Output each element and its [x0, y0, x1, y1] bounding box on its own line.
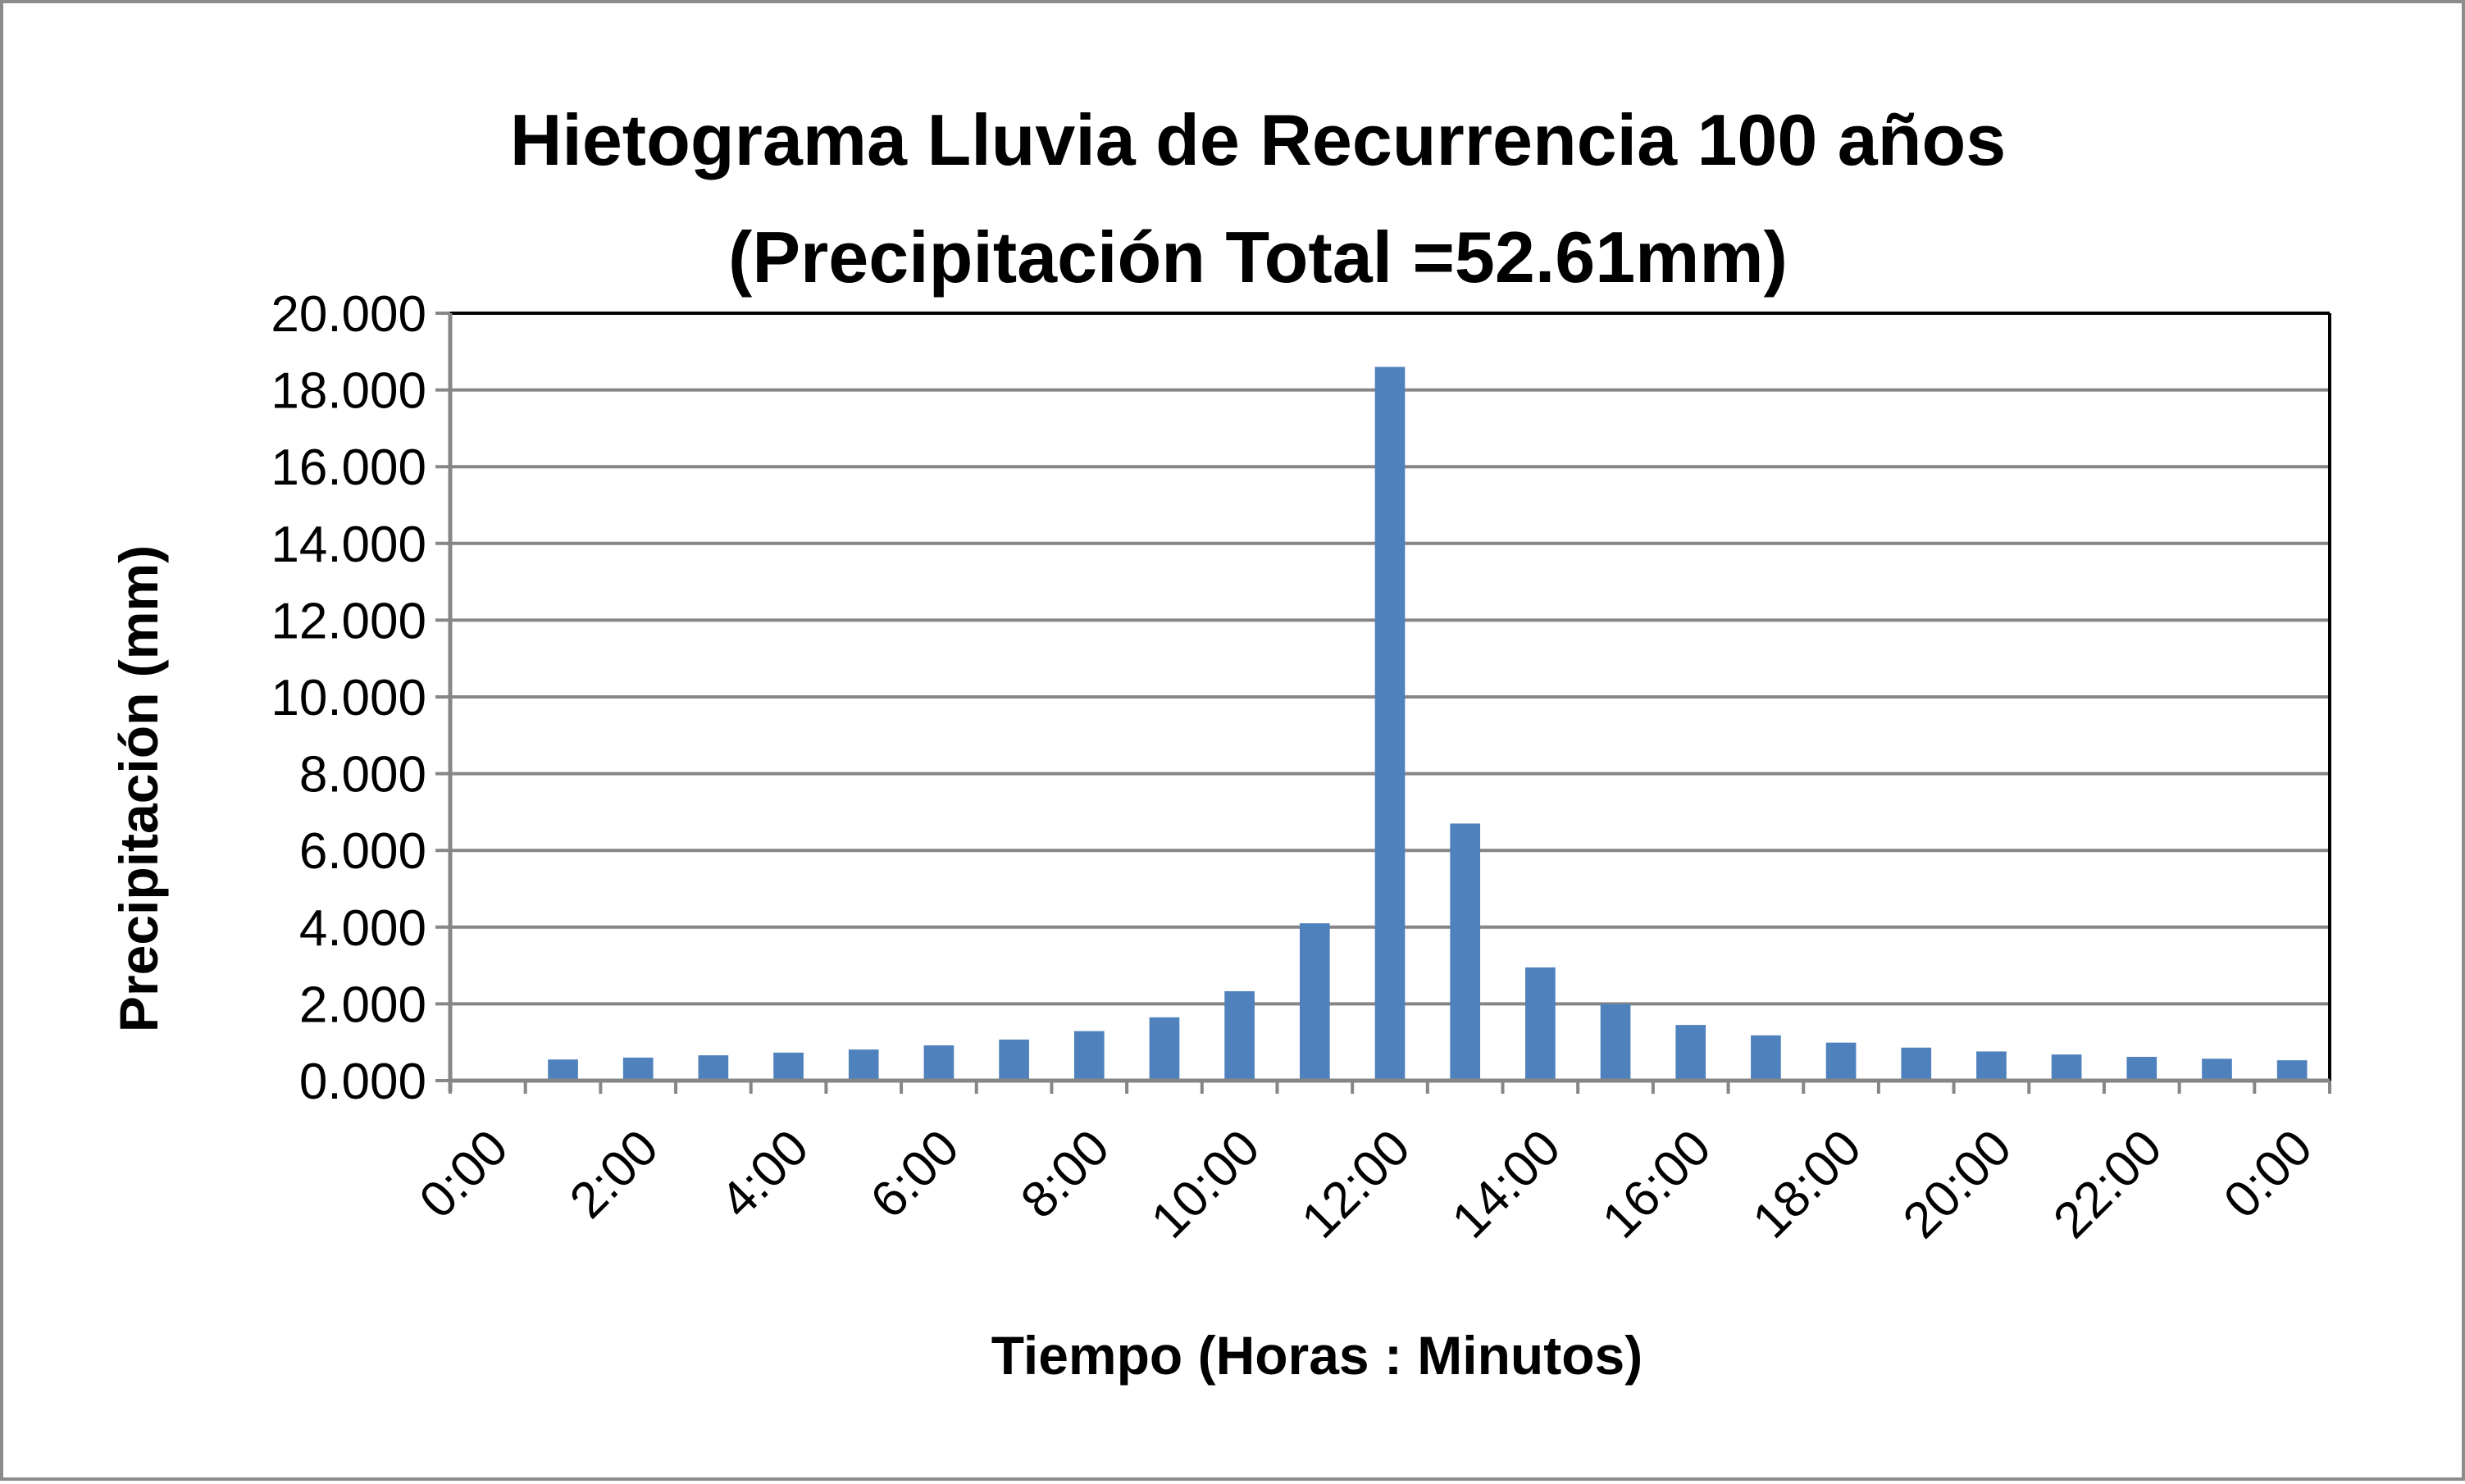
y-tick-label: 18.000	[271, 363, 426, 420]
x-tick-label: 6:00	[860, 1119, 970, 1229]
y-tick-label: 20.000	[271, 286, 426, 343]
y-tick-label: 10.000	[271, 670, 426, 726]
x-tick-label: 20:00	[1893, 1119, 2023, 1250]
x-tick-label: 10:00	[1141, 1119, 1271, 1250]
bar	[1149, 1017, 1180, 1081]
bar	[548, 1059, 578, 1081]
bar	[1299, 923, 1330, 1081]
bar	[1374, 366, 1406, 1081]
bar	[2051, 1054, 2082, 1081]
bar	[1976, 1051, 2007, 1081]
bar	[698, 1055, 729, 1081]
x-tick-label: 18:00	[1742, 1119, 1872, 1250]
x-axis-title: Tiempo (Horas : Minutos)	[991, 1325, 1643, 1386]
y-tick-label: 16.000	[271, 439, 426, 496]
y-tick-label: 12.000	[271, 593, 426, 649]
x-tick-label: 0:00	[2213, 1119, 2323, 1229]
y-tick-label: 2.000	[299, 976, 426, 1033]
bar	[848, 1049, 879, 1081]
x-tick-label: 4:00	[709, 1119, 819, 1229]
bar	[999, 1039, 1029, 1081]
bar	[2126, 1056, 2157, 1081]
bar	[1073, 1031, 1105, 1081]
x-tick-label: 8:00	[1010, 1119, 1120, 1229]
y-tick-label: 0.000	[299, 1054, 426, 1110]
bar	[773, 1052, 804, 1081]
y-axis-title: Precipitación (mm)	[108, 545, 169, 1032]
bar	[1751, 1035, 1781, 1081]
bar-series	[548, 366, 2308, 1081]
bar	[1600, 1004, 1631, 1081]
chart-title-line-2: (Precipitación Total =52.61mm)	[728, 216, 1788, 298]
y-tick-labels: 0.000 2.000 4.000 6.000 8.000 10.000 12.000 14.…	[271, 286, 426, 1110]
y-tick-label: 8.000	[299, 747, 426, 803]
y-tick-label: 6.000	[299, 823, 426, 880]
bar	[1825, 1042, 1857, 1081]
bar	[2276, 1060, 2308, 1081]
x-tick-label: 0:00	[409, 1119, 519, 1229]
x-tick-label: 14:00	[1442, 1119, 1572, 1250]
bar	[1525, 967, 1556, 1081]
bar	[1224, 990, 1255, 1081]
x-tick-label: 2:00	[559, 1119, 669, 1229]
bar	[923, 1045, 955, 1081]
x-tick-labels: 0:00 2:00 4:00 6:00 8:00 10:00 12:00 14:00 16:00…	[409, 1119, 2323, 1250]
chart-title-line-1: Hietograma Lluvia de Recurrencia 100 año…	[510, 99, 2006, 180]
x-tick-label: 16:00	[1592, 1119, 1722, 1250]
x-tick-label: 22:00	[2043, 1119, 2173, 1250]
bar	[1675, 1025, 1706, 1081]
axes	[435, 312, 2331, 1094]
bar	[2202, 1058, 2232, 1081]
y-tick-label: 14.000	[271, 517, 426, 573]
bar	[622, 1057, 654, 1081]
chart-svg: Hietograma Lluvia de Recurrencia 100 año…	[108, 99, 2331, 1386]
x-tick-label: 12:00	[1291, 1119, 1421, 1250]
bar	[1901, 1047, 1932, 1081]
y-tick-label: 4.000	[299, 900, 426, 957]
bar	[1450, 823, 1481, 1081]
